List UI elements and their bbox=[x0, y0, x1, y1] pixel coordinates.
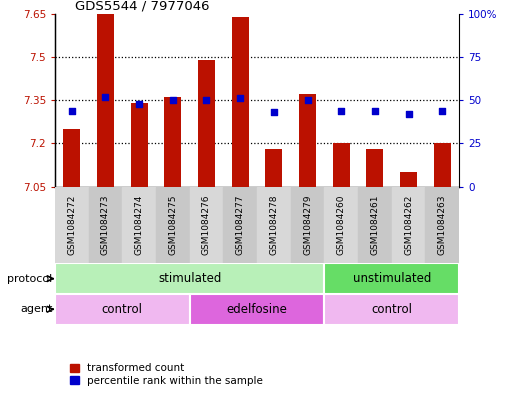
Text: GSM1084261: GSM1084261 bbox=[370, 195, 380, 255]
Text: GSM1084272: GSM1084272 bbox=[67, 195, 76, 255]
Bar bbox=[232, 17, 249, 187]
Text: GSM1084275: GSM1084275 bbox=[168, 195, 177, 255]
Text: GSM1084262: GSM1084262 bbox=[404, 195, 413, 255]
Bar bbox=[425, 187, 459, 263]
Bar bbox=[400, 172, 417, 187]
Text: GSM1084274: GSM1084274 bbox=[134, 195, 144, 255]
Bar bbox=[434, 143, 451, 187]
Bar bbox=[358, 187, 392, 263]
Bar bbox=[324, 294, 459, 325]
Point bbox=[169, 97, 177, 103]
Bar bbox=[190, 187, 223, 263]
Text: unstimulated: unstimulated bbox=[352, 272, 431, 285]
Text: GSM1084276: GSM1084276 bbox=[202, 195, 211, 255]
Point bbox=[438, 107, 446, 114]
Bar bbox=[122, 187, 156, 263]
Point bbox=[404, 111, 412, 117]
Point bbox=[270, 109, 278, 116]
Bar bbox=[55, 294, 190, 325]
Bar bbox=[324, 263, 459, 294]
Bar bbox=[265, 149, 282, 187]
Bar bbox=[366, 149, 383, 187]
Text: agent: agent bbox=[20, 304, 52, 314]
Bar bbox=[299, 94, 316, 187]
Bar bbox=[63, 129, 80, 187]
Bar bbox=[333, 143, 350, 187]
Point bbox=[371, 107, 379, 114]
Bar bbox=[55, 263, 324, 294]
Bar bbox=[291, 187, 324, 263]
Point bbox=[68, 107, 76, 114]
Text: GSM1084260: GSM1084260 bbox=[337, 195, 346, 255]
Bar bbox=[198, 60, 215, 187]
Text: control: control bbox=[371, 303, 412, 316]
Point bbox=[337, 107, 345, 114]
Text: edelfosine: edelfosine bbox=[227, 303, 287, 316]
Bar bbox=[97, 14, 114, 187]
Bar bbox=[55, 187, 89, 263]
Text: GSM1084278: GSM1084278 bbox=[269, 195, 279, 255]
Point bbox=[303, 97, 311, 103]
Point bbox=[202, 97, 210, 103]
Bar bbox=[392, 187, 425, 263]
Text: GSM1084273: GSM1084273 bbox=[101, 195, 110, 255]
Point bbox=[236, 95, 244, 102]
Text: protocol: protocol bbox=[7, 274, 52, 284]
Bar bbox=[156, 187, 190, 263]
Text: GSM1084277: GSM1084277 bbox=[235, 195, 245, 255]
Bar bbox=[190, 294, 324, 325]
Text: GSM1084263: GSM1084263 bbox=[438, 195, 447, 255]
Point bbox=[135, 101, 143, 107]
Text: GSM1084279: GSM1084279 bbox=[303, 195, 312, 255]
Text: control: control bbox=[102, 303, 143, 316]
Bar bbox=[164, 97, 181, 187]
Bar bbox=[324, 187, 358, 263]
Bar bbox=[89, 187, 122, 263]
Legend: transformed count, percentile rank within the sample: transformed count, percentile rank withi… bbox=[70, 363, 263, 386]
Point bbox=[101, 94, 109, 100]
Bar bbox=[131, 103, 148, 187]
Text: stimulated: stimulated bbox=[158, 272, 221, 285]
Text: GDS5544 / 7977046: GDS5544 / 7977046 bbox=[75, 0, 210, 13]
Bar bbox=[257, 187, 291, 263]
Bar bbox=[223, 187, 257, 263]
